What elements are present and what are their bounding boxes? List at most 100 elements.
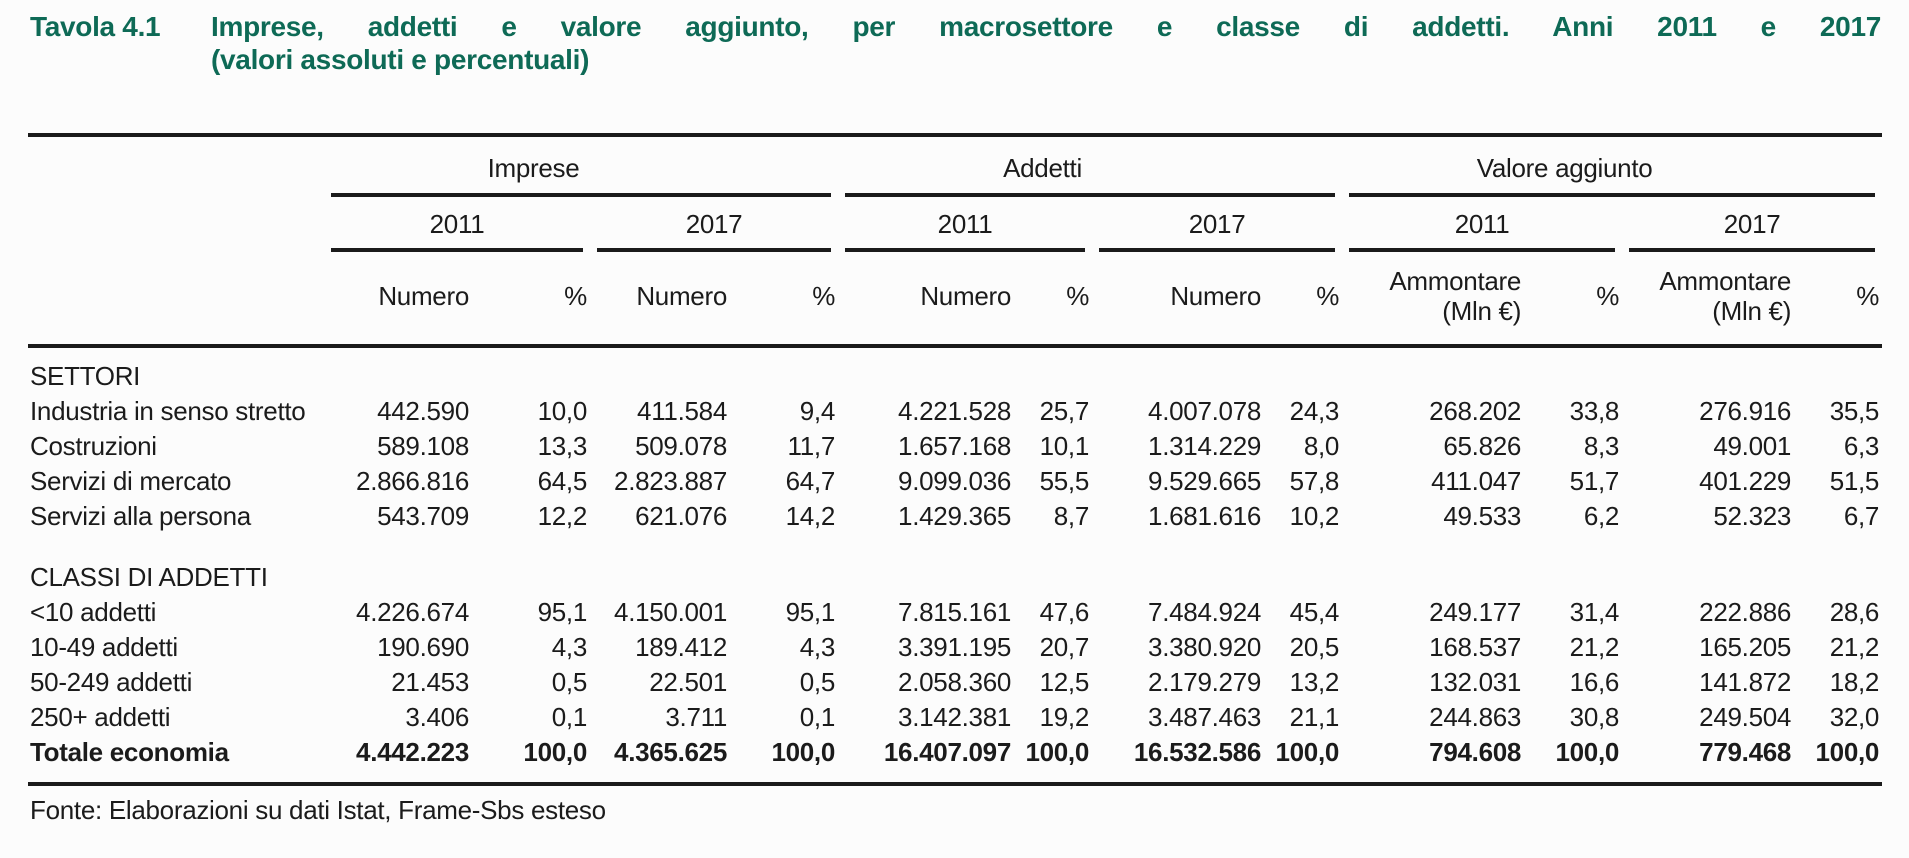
year-header: 2017: [1092, 197, 1342, 252]
value-cell: 52.323: [1713, 501, 1792, 531]
value-cell: 20,5: [1289, 632, 1340, 662]
row-label: CLASSI DI ADDETTI: [30, 562, 268, 592]
value-cell: 1.681.616: [1148, 501, 1262, 531]
value-cell: 3.391.195: [898, 632, 1012, 662]
row-label: Servizi alla persona: [30, 501, 251, 531]
stats-table: Imprese Addetti Valore aggiunto 2011 201…: [28, 133, 1883, 786]
measure-header-percent: %: [1524, 252, 1623, 348]
value-cell: [1342, 534, 1524, 595]
value-cell: 95,1: [537, 597, 588, 627]
value-cell: 16,6: [1569, 667, 1620, 697]
value-cell: 95,1: [785, 597, 836, 627]
table-row: 50-249 addetti 21.453 0,5 22.501 0,5 2.058.36…: [28, 665, 1882, 700]
value-cell: 222.886: [1699, 597, 1792, 627]
row-label: 10-49 addetti: [30, 632, 178, 662]
measure-header-ammontare: Ammontare (Mln €): [1342, 252, 1525, 348]
value-cell: 8,7: [1053, 501, 1090, 531]
measure-header-row: Numero % Numero % Numero % Numero % Ammo…: [28, 252, 1883, 348]
value-cell: 10,1: [1039, 431, 1090, 461]
value-cell: 8,3: [1583, 431, 1620, 461]
value-cell: 1.314.229: [1148, 431, 1262, 461]
table-row: <10 addetti 4.226.674 95,1 4.150.001 95,1 7.8…: [28, 595, 1882, 630]
value-cell: [838, 346, 1014, 394]
value-cell: 1.429.365: [898, 501, 1012, 531]
value-cell: 31,4: [1569, 597, 1620, 627]
total-row: Totale economia 4.442.223 100,0 4.365.625 10…: [28, 735, 1883, 786]
table-header: Imprese Addetti Valore aggiunto 2011 201…: [28, 133, 1883, 348]
value-cell: 4.226.674: [356, 597, 469, 627]
year-header-row: 2011 2017 2011 2017 2011 2017: [28, 197, 1882, 252]
value-cell: 100,0: [1014, 735, 1093, 786]
value-cell: 6,3: [1843, 431, 1880, 461]
year-header: 2017: [1622, 197, 1882, 252]
value-cell: [1524, 346, 1622, 394]
section-row: SETTORI: [28, 346, 1882, 394]
value-cell: 268.202: [1429, 396, 1522, 426]
group-header-addetti: Addetti: [838, 133, 1343, 197]
table-title-text: Imprese, addetti e valore aggiunto, per …: [211, 10, 1881, 76]
value-cell: 100,0: [1264, 735, 1343, 786]
value-cell: 22.501: [649, 667, 727, 697]
value-cell: 10,2: [1289, 501, 1340, 531]
measure-header-numero: Numero: [590, 252, 730, 348]
value-cell: 2.866.816: [356, 466, 469, 496]
value-cell: 12,2: [537, 501, 588, 531]
value-cell: 3.380.920: [1148, 632, 1262, 662]
value-cell: 0,5: [551, 667, 588, 697]
value-cell: 4.442.223: [324, 735, 472, 786]
value-cell: 8,0: [1303, 431, 1340, 461]
value-cell: 16.532.586: [1092, 735, 1265, 786]
value-cell: 509.078: [635, 431, 727, 461]
value-cell: 51,7: [1569, 466, 1620, 496]
value-cell: 21,1: [1289, 702, 1340, 732]
table-row: Industria in senso stretto 442.590 10,0 411…: [28, 394, 1882, 429]
value-cell: 100,0: [472, 735, 590, 786]
value-cell: 2.823.887: [614, 466, 727, 496]
table-row: Servizi di mercato 2.866.816 64,5 2.823.887…: [28, 464, 1882, 499]
value-cell: [324, 346, 472, 394]
value-cell: 1.657.168: [898, 431, 1012, 461]
section-row: CLASSI DI ADDETTI: [28, 534, 1882, 595]
value-cell: [324, 534, 472, 595]
value-cell: 32,0: [1829, 702, 1880, 732]
value-cell: [730, 534, 838, 595]
value-cell: 4.150.001: [614, 597, 727, 627]
value-cell: 4,3: [551, 632, 588, 662]
value-cell: 30,8: [1569, 702, 1620, 732]
measure-header-percent: %: [1264, 252, 1343, 348]
table-body: SETTORI Industria in senso stretto 442.590…: [28, 346, 1883, 786]
value-cell: [590, 534, 730, 595]
value-cell: [1794, 346, 1882, 394]
value-cell: 64,5: [537, 466, 588, 496]
value-cell: 65.826: [1443, 431, 1522, 461]
value-cell: 4.221.528: [898, 396, 1012, 426]
value-cell: 13,3: [537, 431, 588, 461]
value-cell: 51,5: [1829, 466, 1880, 496]
value-cell: 47,6: [1039, 597, 1090, 627]
value-cell: 11,7: [787, 431, 836, 461]
value-cell: [838, 534, 1014, 595]
value-cell: 7.484.924: [1148, 597, 1262, 627]
value-cell: 10,0: [537, 396, 588, 426]
row-label: 250+ addetti: [30, 702, 171, 732]
value-cell: [472, 346, 590, 394]
measure-header-numero: Numero: [1092, 252, 1265, 348]
value-cell: [1092, 346, 1264, 394]
value-cell: 411.584: [637, 396, 727, 426]
table-title-line2: (valori assoluti e percentuali): [211, 44, 590, 75]
value-cell: 45,4: [1289, 597, 1340, 627]
table-number-label: Tavola 4.1: [30, 11, 161, 42]
value-cell: 3.406: [405, 702, 469, 732]
value-cell: 794.608: [1342, 735, 1525, 786]
value-cell: 249.177: [1429, 597, 1522, 627]
value-cell: [730, 346, 838, 394]
table-title-line1: Imprese, addetti e valore aggiunto, per …: [211, 11, 1881, 42]
value-cell: [1014, 346, 1092, 394]
value-cell: 0,1: [551, 702, 588, 732]
value-cell: 100,0: [1524, 735, 1623, 786]
measure-header-percent: %: [730, 252, 839, 348]
value-cell: 141.872: [1699, 667, 1792, 697]
value-cell: 4,3: [799, 632, 836, 662]
value-cell: 33,8: [1569, 396, 1620, 426]
value-cell: 18,2: [1829, 667, 1880, 697]
